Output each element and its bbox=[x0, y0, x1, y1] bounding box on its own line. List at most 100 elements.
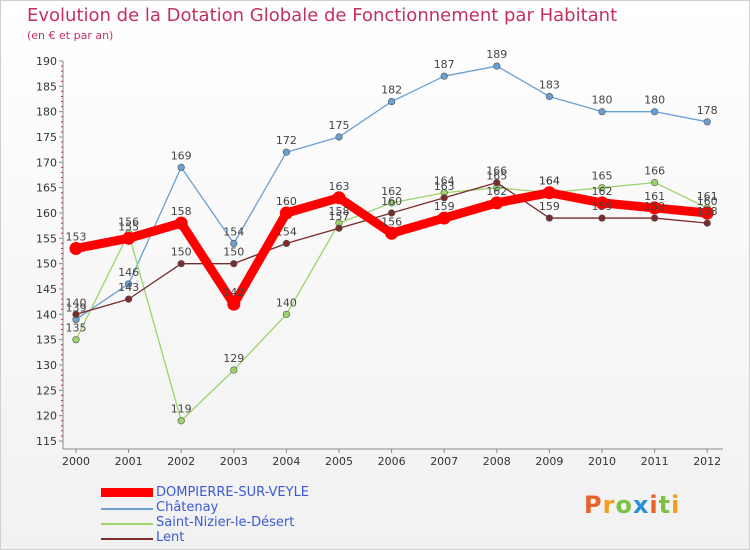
x-tick-label: 2012 bbox=[693, 455, 721, 468]
data-label: 119 bbox=[171, 403, 192, 416]
data-point bbox=[493, 179, 501, 187]
data-point bbox=[545, 92, 554, 101]
x-tick-label: 2002 bbox=[167, 455, 195, 468]
x-tick-label: 2011 bbox=[641, 455, 669, 468]
data-point bbox=[700, 206, 714, 220]
data-label: 159 bbox=[592, 200, 613, 213]
data-label: 160 bbox=[697, 195, 718, 208]
legend-swatch-lent bbox=[101, 538, 153, 540]
data-label: 143 bbox=[118, 281, 139, 294]
data-point bbox=[493, 62, 501, 70]
axes: 115 120 125 130 135 140 145 150 155 160 165 170 175 1… bbox=[36, 55, 723, 468]
legend-swatch-dompierre bbox=[101, 488, 153, 497]
data-point bbox=[440, 194, 448, 202]
data-label: 158 bbox=[697, 205, 718, 218]
legend-label-lent: Lent bbox=[156, 530, 185, 545]
data-point bbox=[388, 199, 396, 207]
y-tick-label: 160 bbox=[36, 207, 57, 220]
y-tick-label: 190 bbox=[36, 55, 57, 68]
logo-letter: t bbox=[658, 491, 672, 519]
data-point bbox=[598, 184, 606, 192]
y-tick-label: 155 bbox=[36, 232, 57, 245]
data-label: 164 bbox=[434, 175, 455, 188]
y-tick-label: 170 bbox=[36, 156, 57, 169]
data-label: 154 bbox=[223, 225, 244, 238]
logo-letter: i bbox=[649, 491, 659, 519]
data-label: 159 bbox=[644, 200, 665, 213]
data-label: 146 bbox=[118, 266, 139, 279]
x-tick-label: 2010 bbox=[588, 455, 616, 468]
data-point bbox=[177, 417, 185, 425]
data-label: 158 bbox=[329, 205, 350, 218]
data-point bbox=[595, 196, 609, 210]
data-label: 182 bbox=[381, 84, 402, 97]
data-label: 153 bbox=[66, 230, 87, 243]
data-label: 166 bbox=[486, 165, 507, 178]
data-label: 162 bbox=[486, 185, 507, 198]
data-point bbox=[598, 214, 606, 222]
data-label: 162 bbox=[592, 185, 613, 198]
data-label: 139 bbox=[66, 301, 87, 314]
data-point bbox=[177, 260, 185, 268]
data-label: 164 bbox=[539, 175, 560, 188]
y-tick-label: 130 bbox=[36, 359, 57, 372]
y-tick-label: 175 bbox=[36, 131, 57, 144]
data-label: 140 bbox=[276, 296, 297, 309]
logo-letter: x bbox=[632, 491, 650, 519]
data-label: 161 bbox=[697, 190, 718, 203]
data-label: 129 bbox=[223, 352, 244, 365]
data-point bbox=[388, 97, 396, 106]
series-layer bbox=[69, 62, 714, 425]
logo-letter: r bbox=[602, 491, 616, 519]
x-tick-label: 2005 bbox=[325, 455, 353, 468]
y-tick-label: 180 bbox=[36, 106, 57, 119]
data-point bbox=[174, 216, 188, 230]
data-label: 163 bbox=[434, 180, 455, 193]
logo-letter: P bbox=[584, 491, 603, 519]
y-tick-label: 135 bbox=[36, 334, 57, 347]
data-label: 165 bbox=[592, 170, 613, 183]
chart-subtitle: (en € et par an) bbox=[27, 29, 114, 42]
data-label: 172 bbox=[276, 134, 297, 147]
data-point bbox=[437, 211, 451, 225]
data-label: 150 bbox=[171, 246, 192, 259]
data-point bbox=[388, 209, 396, 217]
data-label: 165 bbox=[486, 170, 507, 183]
data-label: 155 bbox=[118, 220, 139, 233]
data-label: 156 bbox=[118, 215, 139, 228]
data-point bbox=[650, 179, 659, 187]
legend-swatch-saint-nizier bbox=[101, 523, 153, 525]
y-tick-label: 165 bbox=[36, 182, 57, 195]
data-point bbox=[69, 241, 83, 255]
data-point bbox=[440, 72, 448, 80]
proxiti-logo: Proxiti bbox=[584, 491, 680, 519]
data-point bbox=[122, 231, 136, 245]
data-point bbox=[648, 201, 662, 215]
legend-label-chatenay: Châtenay bbox=[156, 500, 219, 515]
data-label: 163 bbox=[329, 180, 350, 193]
data-point bbox=[72, 310, 80, 318]
data-label: 180 bbox=[592, 94, 613, 107]
data-label: 180 bbox=[644, 94, 665, 107]
data-point bbox=[650, 108, 659, 116]
data-label: 164 bbox=[539, 175, 560, 188]
y-tick-label: 125 bbox=[36, 384, 57, 397]
y-tick-label: 140 bbox=[36, 308, 57, 321]
legend-label-dompierre: DOMPIERRE-SUR-VEYLE bbox=[156, 485, 310, 500]
data-label: 158 bbox=[171, 205, 192, 218]
data-label: 160 bbox=[276, 195, 297, 208]
data-point bbox=[335, 133, 343, 141]
data-point bbox=[542, 186, 556, 200]
data-point bbox=[703, 219, 711, 227]
data-label: 178 bbox=[697, 104, 718, 117]
data-label: 189 bbox=[486, 48, 507, 61]
data-point bbox=[227, 297, 241, 311]
x-tick-label: 2003 bbox=[220, 455, 248, 468]
x-tick-label: 2008 bbox=[483, 455, 511, 468]
data-point bbox=[650, 214, 659, 222]
data-label: 161 bbox=[644, 190, 665, 203]
data-label: 135 bbox=[66, 322, 87, 335]
y-tick-label: 150 bbox=[36, 258, 57, 271]
